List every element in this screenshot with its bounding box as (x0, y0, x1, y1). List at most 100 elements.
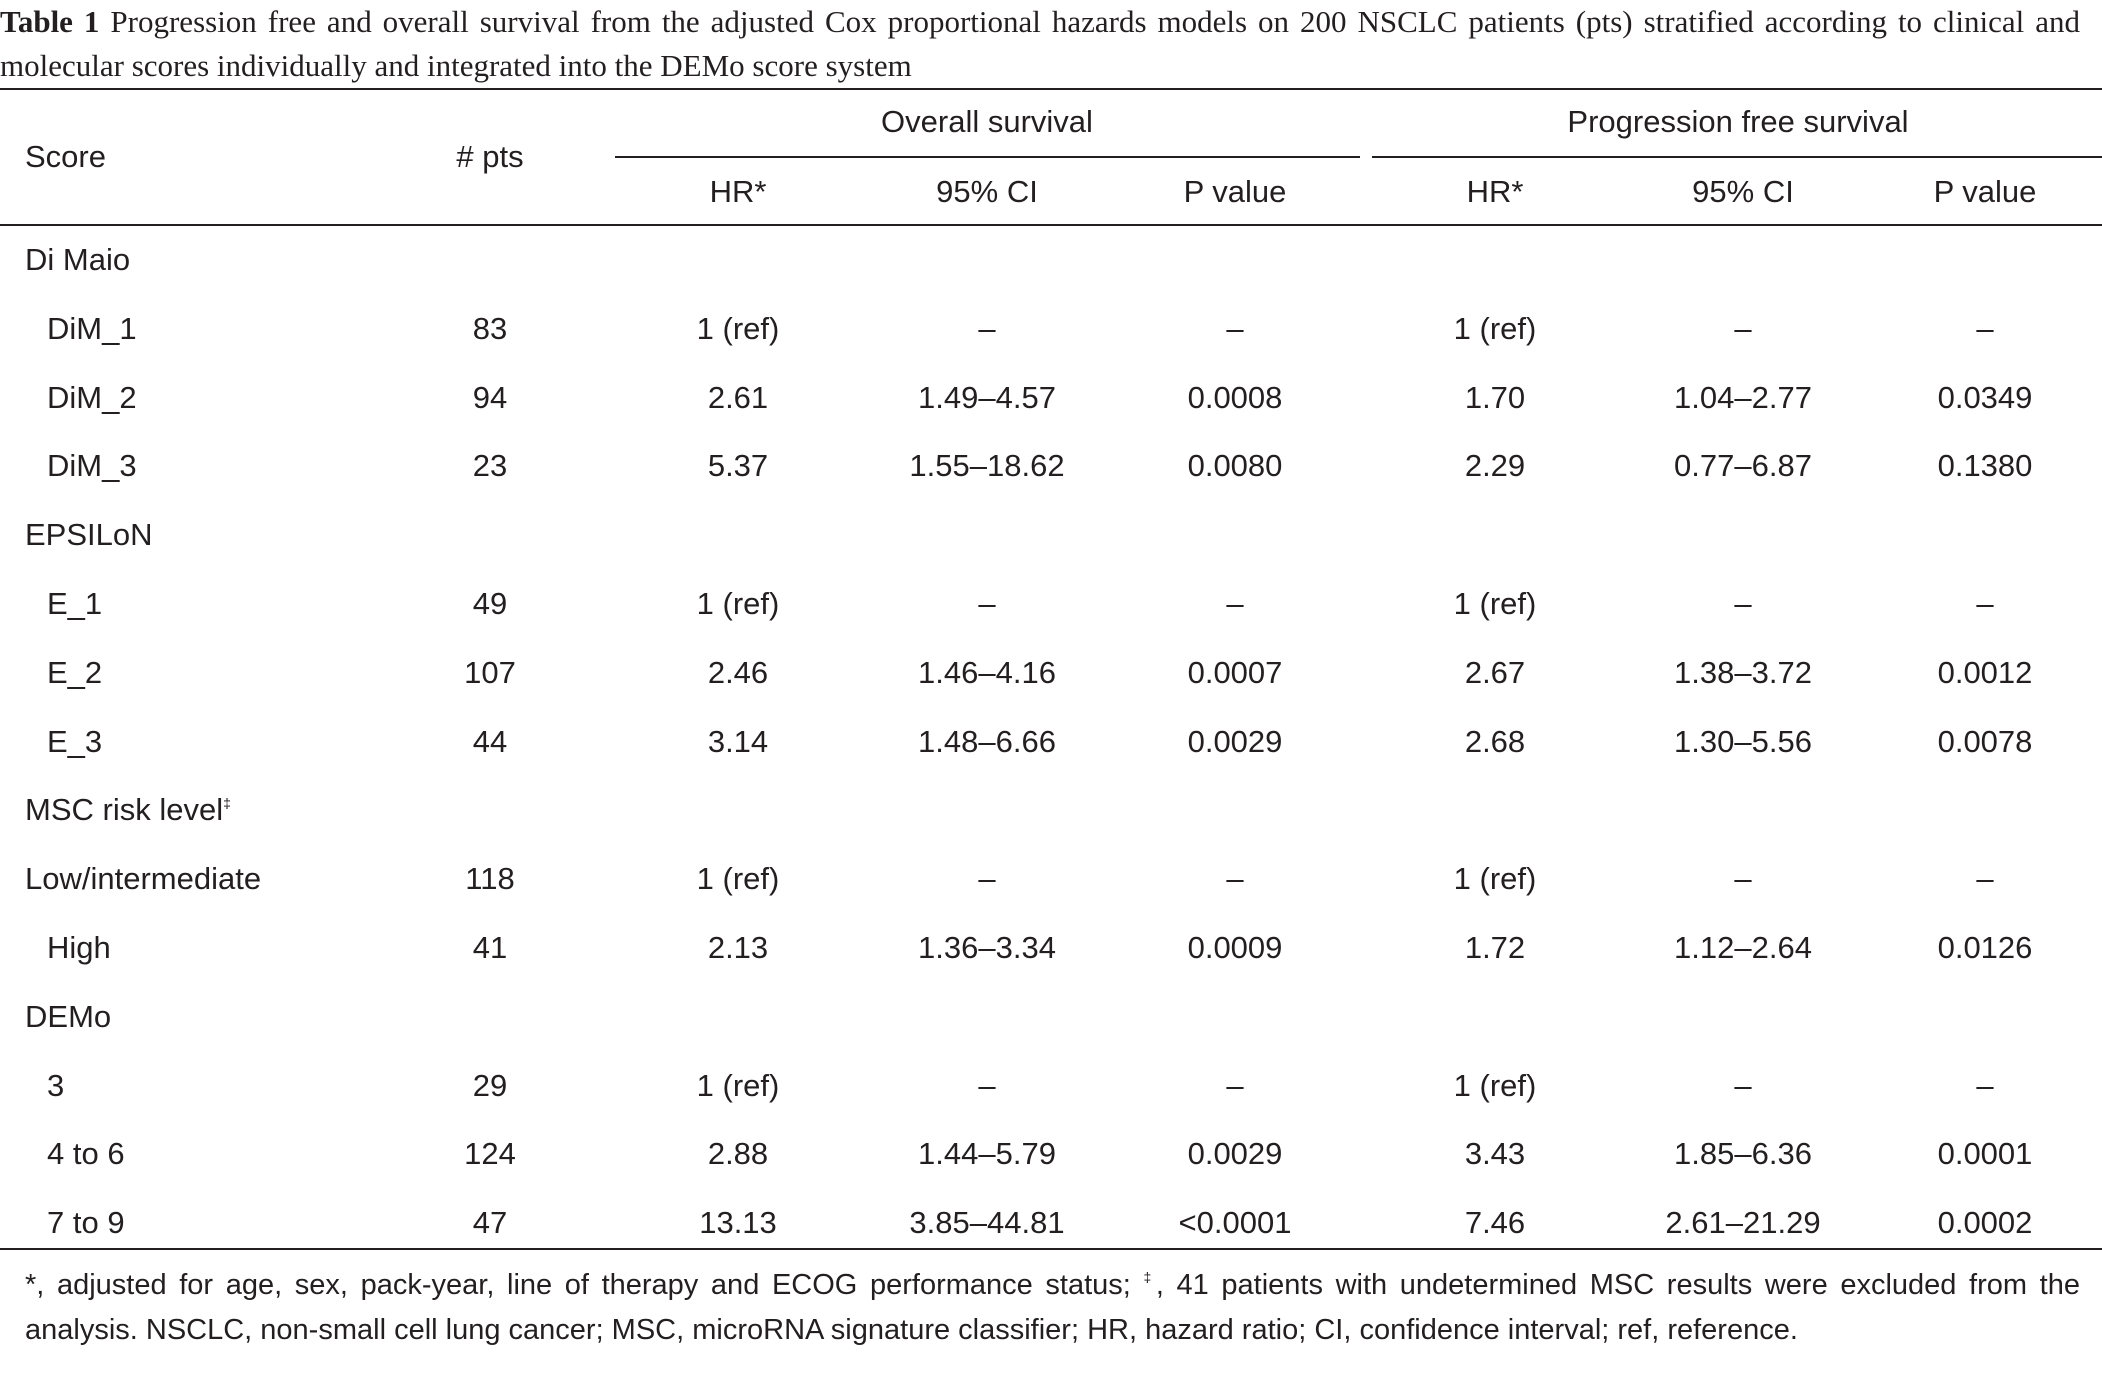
cell-os-ci: 3.85–44.81 (909, 1205, 1065, 1241)
cell-os-ci: 1.55–18.62 (909, 448, 1065, 484)
header-pfs-p: P value (1933, 174, 2037, 209)
table-title: Progression free and overall survival fr… (0, 4, 2081, 83)
cell-os-hr: 2.13 (707, 930, 769, 965)
cell-pfs-hr: 1 (ref) (1453, 1067, 1537, 1103)
cell-os-hr: 1 (ref) (696, 586, 780, 621)
group-label: EPSILoN (25, 515, 153, 555)
cell-os-ci: 1.49–4.57 (918, 379, 1056, 415)
row-label: 3 (47, 1067, 65, 1103)
cell-pfs-hr: 1 (ref) (1453, 861, 1537, 897)
cell-os-p: – (1226, 1067, 1244, 1103)
cell-os-hr: 1 (ref) (696, 861, 780, 897)
row-label: DiM_2 (47, 379, 137, 415)
footnote-symbol: ‡ (1143, 1269, 1156, 1285)
group-label-text: EPSILoN (25, 517, 153, 553)
cell-pfs-p: 0.0349 (1937, 379, 2033, 415)
group-label-text: Di Maio (25, 242, 131, 277)
cell-pfs-p: 0.0012 (1937, 654, 2033, 690)
row-label: E_1 (47, 586, 103, 621)
cell-os-p: 0.0080 (1187, 448, 1283, 484)
cell-os-p: <0.0001 (1178, 1205, 1292, 1241)
cell-pfs-ci: 1.04–2.77 (1674, 379, 1812, 415)
cell-pts: 83 (472, 310, 508, 346)
cell-pfs-hr: 7.46 (1464, 1205, 1526, 1241)
cell-os-p: 0.0008 (1187, 379, 1283, 415)
row-label: Low/intermediate (25, 861, 262, 897)
cell-os-p: – (1226, 861, 1244, 897)
pfs-span-rule (1372, 156, 2102, 158)
bottom-rule (0, 1248, 2102, 1250)
cell-os-hr: 13.13 (699, 1205, 777, 1241)
row-label: DiM_1 (47, 310, 137, 346)
group-label: MSC risk level‡ (25, 790, 231, 830)
row-label: 7 to 9 (47, 1205, 125, 1241)
header-progression-free-survival: Progression free survival (1567, 104, 1909, 139)
cell-pts: 47 (472, 1205, 508, 1241)
cell-os-hr: 1 (ref) (696, 310, 780, 346)
cell-pts: 44 (472, 723, 508, 759)
cell-pts: 118 (465, 861, 515, 897)
cell-pfs-hr: 1 (ref) (1453, 310, 1537, 346)
row-label: DiM_3 (47, 448, 137, 484)
cell-os-p: – (1226, 586, 1244, 621)
cell-os-hr: 5.37 (707, 448, 769, 484)
header-pfs-hr: HR* (1466, 174, 1524, 209)
cell-pts: 29 (472, 1067, 508, 1103)
cell-pfs-p: – (1976, 861, 1994, 897)
cell-pfs-p: 0.0002 (1937, 1205, 2033, 1241)
cell-pfs-hr: 1.72 (1464, 930, 1526, 965)
cell-pfs-hr: 2.29 (1464, 448, 1526, 484)
cell-pfs-p: 0.0078 (1937, 723, 2033, 759)
cell-os-hr: 1 (ref) (696, 1067, 780, 1103)
cell-os-p: 0.0029 (1187, 723, 1283, 759)
footnote-part-1: *, adjusted for age, sex, pack-year, lin… (25, 1269, 1144, 1301)
table-caption: Table 1 Progression free and overall sur… (0, 0, 2080, 88)
cell-os-hr: 2.46 (707, 654, 769, 690)
group-label-text: DEMo (25, 998, 112, 1034)
cell-os-hr: 2.61 (707, 379, 769, 415)
header-os-ci: 95% CI (936, 174, 1038, 209)
cell-pts: 41 (472, 930, 508, 965)
cell-pfs-p: – (1976, 586, 1994, 621)
cell-pts: 94 (472, 379, 508, 415)
cell-os-ci: 1.46–4.16 (918, 654, 1056, 690)
cell-pfs-hr: 3.43 (1464, 1136, 1526, 1172)
cell-os-ci: 1.44–5.79 (918, 1136, 1056, 1172)
cell-os-p: 0.0029 (1187, 1136, 1283, 1172)
footnote-part-2: , 41 patients with undetermined MSC resu… (25, 1269, 2080, 1346)
cell-pts: 124 (464, 1136, 516, 1172)
cell-pfs-p: – (1976, 1067, 1994, 1103)
row-label: E_2 (47, 654, 103, 690)
cell-pfs-ci: 2.61–21.29 (1665, 1205, 1821, 1241)
row-label: High (47, 930, 111, 965)
cell-pfs-ci: – (1734, 1067, 1752, 1103)
cell-pfs-ci: 1.30–5.56 (1674, 723, 1812, 759)
cell-pfs-hr: 1.70 (1464, 379, 1526, 415)
cell-os-hr: 2.88 (707, 1136, 769, 1172)
cell-os-p: 0.0009 (1187, 930, 1283, 965)
group-label-footnote-mark: ‡ (223, 795, 231, 812)
cell-pfs-ci: – (1734, 586, 1752, 621)
group-label: DEMo (25, 997, 111, 1037)
cell-os-p: 0.0007 (1187, 654, 1283, 690)
cell-pts: 49 (472, 586, 508, 621)
header-pts: # pts (456, 139, 524, 174)
row-label: E_3 (47, 723, 103, 759)
header-overall-survival: Overall survival (881, 104, 1093, 139)
cell-pfs-p: 0.0001 (1937, 1136, 2033, 1172)
cell-os-ci: – (978, 310, 996, 346)
cell-os-ci: 1.36–3.34 (918, 930, 1056, 965)
header-os-p: P value (1183, 174, 1287, 209)
cell-os-ci: – (978, 861, 996, 897)
header-bottom-rule (0, 224, 2102, 226)
cell-os-ci: – (978, 1067, 996, 1103)
header-os-hr: HR* (709, 174, 767, 209)
cell-pfs-p: – (1976, 310, 1994, 346)
table-label: Table 1 (0, 4, 100, 39)
cell-os-ci: – (978, 586, 996, 621)
cell-pfs-ci: – (1734, 861, 1752, 897)
cell-os-p: – (1226, 310, 1244, 346)
cell-pfs-p: 0.1380 (1937, 448, 2033, 484)
cell-pfs-p: 0.0126 (1937, 930, 2033, 965)
cell-pfs-ci: 1.85–6.36 (1674, 1136, 1812, 1172)
